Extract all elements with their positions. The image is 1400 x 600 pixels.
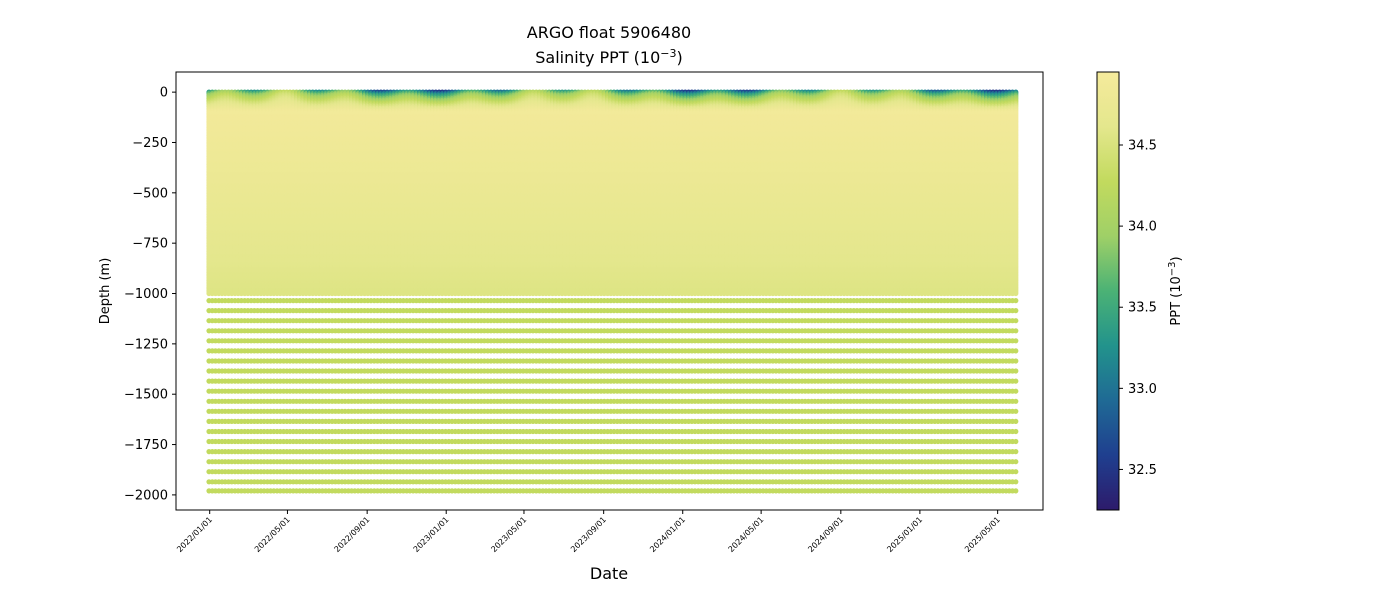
chart-subtitle-text: Salinity PPT (10 — [535, 48, 660, 67]
scatter-points — [206, 90, 1018, 494]
plot-area — [176, 72, 1043, 510]
chart-subtitle-close: ) — [677, 48, 683, 67]
chart-subtitle-exponent: −3 — [660, 47, 676, 60]
chart-subtitle: Salinity PPT (10−3) — [535, 47, 683, 67]
chart-title-block: ARGO float 5906480 Salinity PPT (10−3) — [527, 23, 691, 67]
chart-title: ARGO float 5906480 — [527, 23, 691, 42]
